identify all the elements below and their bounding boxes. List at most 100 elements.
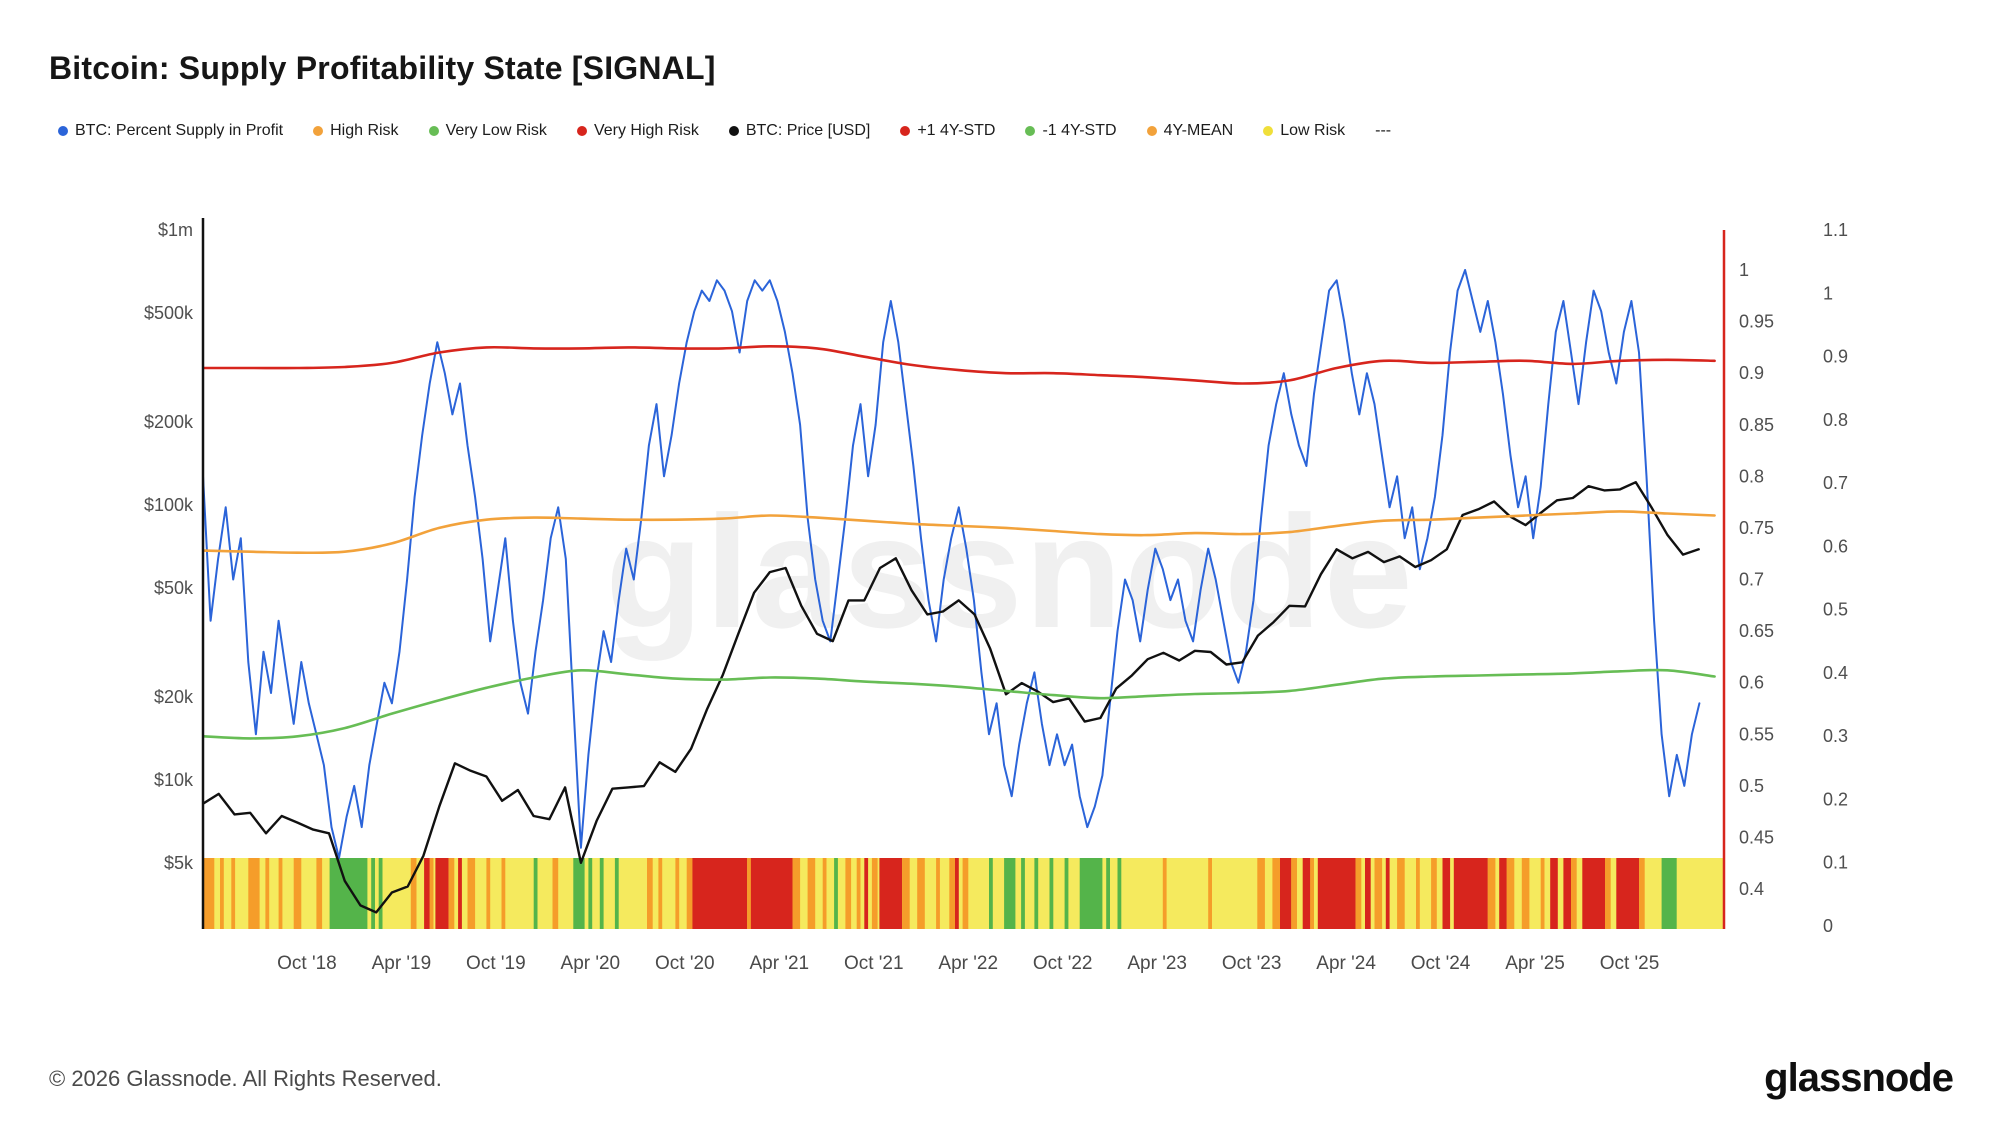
risk-band-segment [1563, 858, 1571, 929]
risk-band-segment [747, 858, 751, 929]
risk-band-segment [834, 858, 838, 929]
legend-dot-icon [313, 126, 324, 136]
risk-band-segment [1034, 858, 1039, 929]
price-axis-tick-label: $5k [164, 853, 194, 873]
legend-label: 4Y-MEAN [1163, 122, 1234, 139]
risk-band-segment [1106, 858, 1110, 929]
risk-band-segment [248, 858, 260, 929]
risk-band-segment [1302, 858, 1311, 929]
legend-item[interactable]: Low Risk [1263, 122, 1345, 140]
x-axis-tick-label: Apr '22 [938, 953, 998, 974]
legend-item[interactable]: BTC: Percent Supply in Profit [58, 122, 283, 140]
aux-axis-tick-label: 0.8 [1823, 410, 1848, 430]
legend-label: -1 4Y-STD [1042, 122, 1117, 139]
risk-band-segment [1310, 858, 1314, 929]
x-axis-tick-label: Oct '22 [1033, 953, 1093, 974]
risk-band-segment [1374, 858, 1383, 929]
legend-item[interactable]: High Risk [313, 122, 399, 140]
risk-band-segment [467, 858, 476, 929]
aux-axis-tick-label: 0 [1823, 916, 1833, 936]
risk-band-segment [448, 858, 455, 929]
legend-item[interactable]: 4Y-MEAN [1146, 122, 1234, 140]
aux-axis-tick-label: 0.7 [1823, 473, 1848, 493]
legend-dot-icon [728, 126, 739, 136]
legend-item[interactable]: +1 4Y-STD [900, 122, 995, 140]
aux-axis-tick-label: 0.1 [1823, 853, 1848, 873]
legend-dot-icon [1025, 126, 1036, 136]
aux-axis-tick-label: 0.3 [1823, 726, 1848, 746]
x-axis-tick-label: Oct '21 [844, 953, 904, 974]
legend-item[interactable]: Very Low Risk [428, 122, 547, 140]
risk-band-segment [962, 858, 969, 929]
series-btc-price-usd [203, 481, 1700, 914]
x-axis-tick-label: Oct '23 [1222, 953, 1282, 974]
legend-dot-icon [900, 126, 911, 136]
risk-band-segment [203, 858, 215, 929]
legend-label: +1 4Y-STD [917, 122, 996, 139]
risk-band-segment [1453, 858, 1488, 929]
risk-band-segment [371, 858, 375, 929]
risk-band-segment [1540, 858, 1545, 929]
risk-band-segment [316, 858, 323, 929]
risk-band-segment [1639, 858, 1645, 929]
legend-item[interactable]: --- [1375, 122, 1391, 140]
risk-band-segment [486, 858, 491, 929]
aux-axis-tick-label: 0.5 [1823, 600, 1848, 620]
risk-band-segment [1272, 858, 1280, 929]
risk-band-segment [1571, 858, 1577, 929]
legend-item[interactable]: BTC: Price [USD] [728, 122, 870, 140]
legend-item[interactable]: -1 4Y-STD [1025, 122, 1117, 140]
risk-band-segment [692, 858, 748, 929]
signal-axis-tick-label: 0.75 [1739, 518, 1774, 538]
risk-band-segment [658, 858, 663, 929]
risk-band-segment [949, 858, 955, 929]
risk-band-segment [1487, 858, 1496, 929]
aux-axis-tick-label: 0.4 [1823, 663, 1848, 683]
risk-band-segment [533, 858, 538, 929]
risk-band-segment [879, 858, 903, 929]
risk-band-segment [501, 858, 506, 929]
signal-axis-tick-label: 0.45 [1739, 827, 1774, 847]
risk-band-segment [675, 858, 680, 929]
x-axis-tick-label: Apr '23 [1127, 953, 1187, 974]
signal-axis-tick-label: 0.85 [1739, 415, 1774, 435]
signal-axis-tick-label: 0.9 [1739, 363, 1764, 383]
x-axis-tick-label: Apr '20 [561, 953, 621, 974]
risk-band-segment [1431, 858, 1437, 929]
legend-item[interactable]: Very High Risk [576, 122, 699, 140]
page-title: Bitcoin: Supply Profitability State [SIG… [49, 50, 716, 86]
legend-label: Very High Risk [593, 122, 699, 139]
risk-band-segment [265, 858, 270, 929]
legend-dot-icon [576, 126, 587, 136]
risk-band-segment [1506, 858, 1515, 929]
risk-band-segment [807, 858, 816, 929]
risk-band-segment [1616, 858, 1639, 929]
aux-axis-tick-label: 0.9 [1823, 347, 1848, 367]
price-axis-tick-label: $100k [144, 495, 194, 515]
glassnode-logo: glassnode [1764, 1056, 1954, 1100]
risk-band-segment [864, 858, 869, 929]
risk-band-segment [1317, 858, 1356, 929]
legend-dot-icon [1146, 126, 1157, 136]
risk-band-segment [220, 858, 224, 929]
risk-band-segment [1499, 858, 1507, 929]
risk-band-segment [458, 858, 462, 929]
risk-band-segment [1661, 858, 1677, 929]
price-axis-tick-label: $200k [144, 412, 194, 432]
risk-band-segment [278, 858, 283, 929]
x-axis-tick-label: Oct '20 [655, 953, 715, 974]
plot-region[interactable] [203, 269, 1724, 929]
x-axis-tick-label: Apr '19 [372, 953, 432, 974]
aux-axis-tick-label: 1.1 [1823, 220, 1848, 240]
legend-label: BTC: Percent Supply in Profit [75, 122, 284, 139]
price-axis-tick-label: $500k [144, 303, 194, 323]
risk-band-segment [1004, 858, 1016, 929]
risk-band-segment [917, 858, 925, 929]
aux-axis-tick-label: 0.6 [1823, 536, 1848, 556]
aux-axis-tick-label: 0.2 [1823, 789, 1848, 809]
risk-band-segment [1550, 858, 1558, 929]
risk-band-segment [599, 858, 604, 929]
series-4y-mean [203, 510, 1716, 555]
risk-band-segment [1521, 858, 1530, 929]
